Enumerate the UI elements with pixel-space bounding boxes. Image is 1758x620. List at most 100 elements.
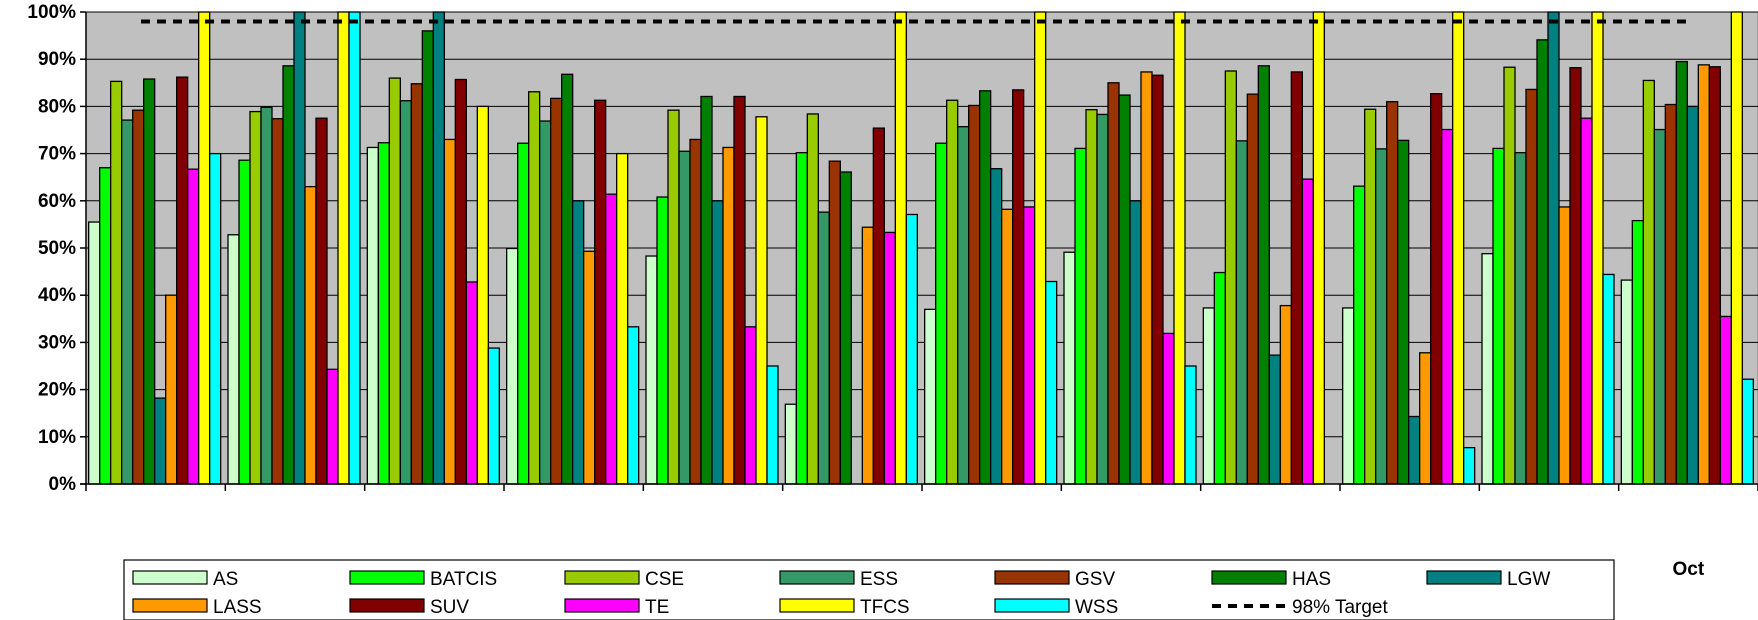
bar — [627, 326, 640, 485]
bar — [645, 255, 658, 485]
bar — [1353, 185, 1366, 485]
y-tick-label: 70% — [38, 144, 76, 165]
bar — [784, 403, 797, 485]
bar — [1481, 253, 1494, 485]
y-tick-label: 80% — [38, 96, 76, 117]
bar — [348, 11, 361, 485]
legend-label: HAS — [1292, 569, 1331, 590]
x-axis-labels: Oct — [1672, 559, 1704, 580]
y-tick-label: 50% — [38, 238, 76, 259]
bar — [1386, 101, 1399, 485]
bar — [656, 196, 669, 485]
bar — [1408, 415, 1421, 485]
bar — [337, 11, 350, 485]
bar — [1257, 65, 1270, 485]
bar — [1001, 208, 1014, 485]
bar — [517, 142, 530, 485]
bar — [990, 168, 1003, 485]
bar — [1441, 128, 1454, 485]
bar — [755, 116, 768, 485]
bar — [249, 110, 262, 485]
bar — [1602, 273, 1615, 485]
bar — [935, 142, 948, 485]
gridlines — [86, 11, 1758, 438]
legend-label: CSE — [645, 569, 684, 590]
legend-swatch — [349, 570, 425, 585]
legend-swatch — [994, 570, 1070, 585]
bar — [1653, 128, 1666, 485]
bar — [454, 78, 467, 485]
bar — [110, 80, 123, 485]
bar — [1686, 105, 1699, 485]
bar — [271, 118, 284, 485]
bar — [1129, 200, 1142, 485]
bar — [744, 326, 757, 485]
legend-label: ESS — [860, 569, 898, 590]
bar — [528, 91, 541, 485]
bar — [1096, 113, 1109, 485]
bar — [1173, 11, 1186, 485]
bar — [733, 95, 746, 485]
bars-group — [88, 11, 1754, 485]
bar — [410, 83, 423, 485]
bar — [366, 146, 379, 485]
bar — [828, 160, 841, 485]
bar — [187, 168, 200, 485]
bar — [1492, 147, 1505, 485]
bar — [443, 138, 456, 485]
bar — [905, 213, 918, 485]
y-axis-ticks: 0% 10% 20% 30% 40% 50% 60% 70% 80% 90% 100% — [27, 2, 86, 495]
bar — [1719, 315, 1732, 485]
y-tick-label: 20% — [38, 380, 76, 401]
bar — [1012, 89, 1025, 485]
y-tick-label: 0% — [49, 474, 77, 495]
bar — [1569, 67, 1582, 485]
bar — [432, 11, 445, 485]
legend-label: GSV — [1075, 569, 1115, 590]
legend-label: BATCIS — [430, 569, 497, 590]
bar — [1364, 108, 1377, 485]
bar — [1580, 117, 1593, 485]
bar — [1140, 71, 1153, 485]
bar — [1162, 332, 1175, 485]
legend-swatch — [779, 598, 855, 613]
bar — [315, 117, 328, 485]
bar — [616, 152, 629, 485]
bar — [689, 138, 702, 485]
y-tick-label: 10% — [38, 427, 76, 448]
legend-swatch — [132, 598, 208, 613]
bar — [326, 368, 339, 485]
bar — [1591, 11, 1604, 485]
bar — [594, 99, 607, 485]
bar — [722, 146, 735, 485]
bar — [1697, 64, 1710, 485]
y-tick-label: 100% — [27, 2, 76, 23]
bar — [924, 308, 937, 485]
legend-swatch — [564, 598, 640, 613]
y-tick-label: 90% — [38, 49, 76, 70]
bar — [1063, 251, 1076, 485]
y-tick-label: 40% — [38, 285, 76, 306]
bar — [795, 152, 808, 485]
bar — [1452, 11, 1465, 485]
bar — [806, 113, 819, 485]
bar — [979, 90, 992, 485]
bar — [968, 104, 981, 485]
bar — [946, 99, 959, 485]
bar — [1213, 271, 1226, 485]
bar — [388, 77, 401, 485]
legend-swatch — [779, 570, 855, 585]
y-tick-label: 30% — [38, 332, 76, 353]
bar — [1525, 88, 1538, 485]
bar — [572, 200, 585, 485]
bar — [817, 211, 830, 485]
bar — [1034, 11, 1047, 485]
legend-label: SUV — [430, 597, 469, 618]
bar — [99, 167, 112, 485]
bar — [132, 109, 145, 485]
bar — [1074, 147, 1087, 485]
bar — [227, 234, 240, 485]
legend-swatch — [132, 570, 208, 585]
bar — [1708, 66, 1721, 485]
